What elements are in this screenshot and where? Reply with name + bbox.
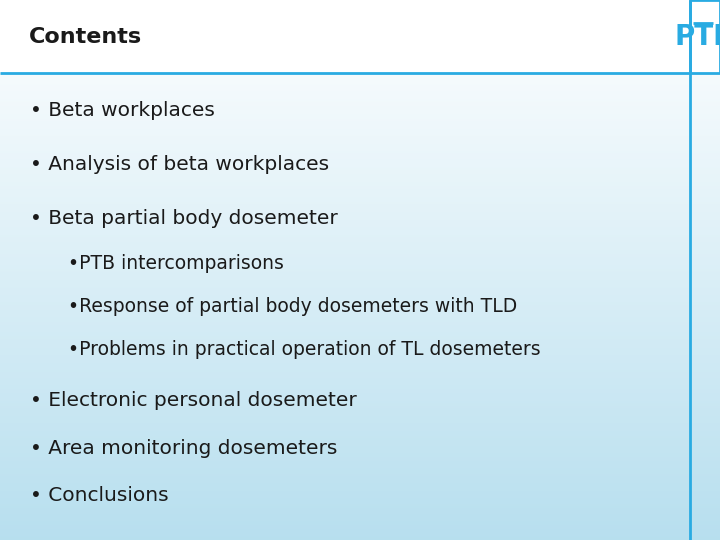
Text: •Response of partial body dosemeters with TLD: •Response of partial body dosemeters wit… bbox=[68, 297, 518, 316]
Text: • Conclusions: • Conclusions bbox=[30, 486, 169, 505]
Bar bbox=[0, 0, 720, 73]
Text: • Area monitoring dosemeters: • Area monitoring dosemeters bbox=[30, 438, 338, 458]
Text: • Analysis of beta workplaces: • Analysis of beta workplaces bbox=[30, 155, 329, 174]
Bar bbox=[690, 0, 720, 73]
Text: • Beta partial body dosemeter: • Beta partial body dosemeter bbox=[30, 209, 338, 228]
Text: •PTB intercomparisons: •PTB intercomparisons bbox=[68, 254, 284, 273]
Text: • Electronic personal dosemeter: • Electronic personal dosemeter bbox=[30, 391, 357, 410]
Text: • Beta workplaces: • Beta workplaces bbox=[30, 101, 215, 120]
Text: PTB: PTB bbox=[675, 23, 720, 51]
Text: •Problems in practical operation of TL dosemeters: •Problems in practical operation of TL d… bbox=[68, 340, 541, 360]
Text: Contents: Contents bbox=[29, 26, 142, 47]
